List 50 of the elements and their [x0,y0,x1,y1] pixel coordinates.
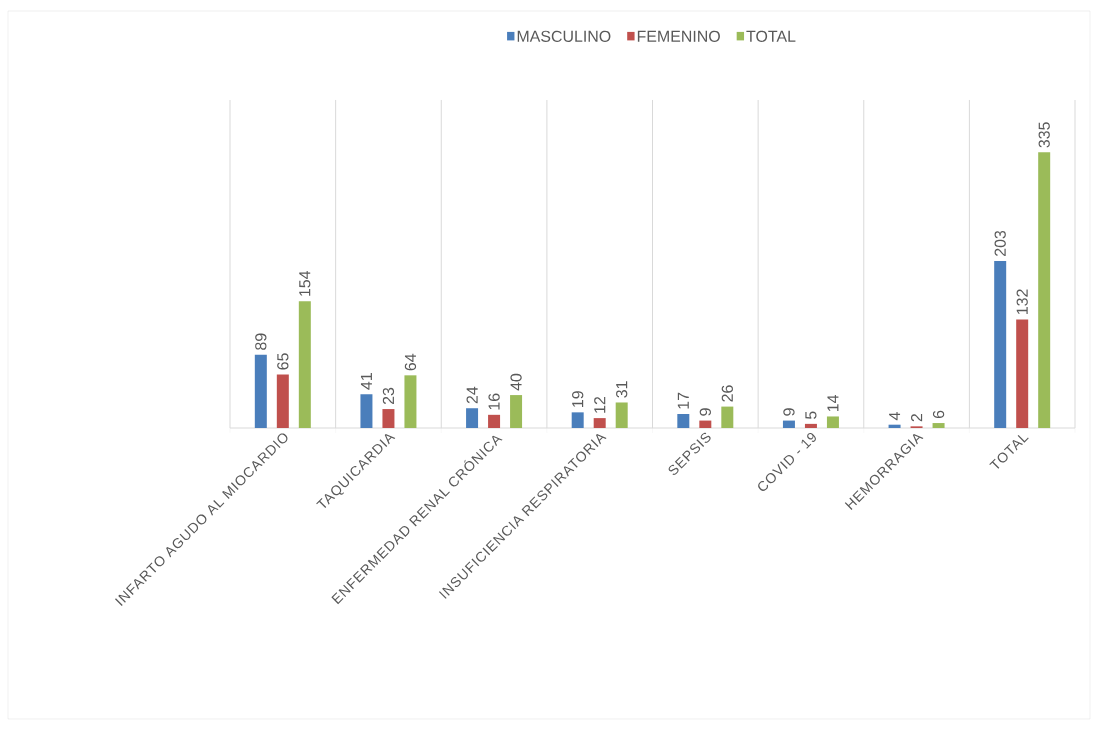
data-label: 14 [827,395,839,412]
data-label: 9 [699,408,711,416]
bar [699,420,712,428]
data-label: 203 [994,230,1006,256]
legend-label: FEMENINO [637,30,720,42]
bar [721,406,734,428]
data-label: 9 [783,408,795,416]
bar [276,374,289,428]
data-label: 335 [1038,122,1050,148]
bar [1038,152,1051,428]
data-label: 23 [382,387,395,405]
bar [510,395,523,428]
data-label: 4 [889,412,901,421]
bar [254,354,267,428]
data-label: 31 [616,381,628,398]
bar [404,375,417,428]
bar [677,414,690,428]
data-label: 17 [677,392,689,409]
bar [826,416,839,428]
bar [382,409,395,428]
data-label: 19 [572,391,584,407]
bar [932,423,945,428]
data-label: 64 [404,353,417,371]
bar [615,402,628,428]
bar [298,301,311,428]
data-label: 5 [805,411,817,420]
bar [571,412,584,428]
data-label: 132 [1016,289,1028,314]
data-label: 26 [721,385,733,402]
data-label: 16 [488,393,500,410]
data-label: 6 [932,410,945,419]
data-label: 154 [299,270,311,296]
bar [888,424,901,428]
data-label: 65 [277,353,289,370]
bar [994,260,1007,428]
data-label: 40 [510,373,522,391]
data-label: 89 [255,333,267,350]
data-label: 41 [360,373,372,390]
bar [1016,319,1029,428]
bar [466,408,479,428]
bar [782,420,795,428]
legend-label: TOTAL [746,30,796,42]
legend-label: MASCULINO [517,30,611,42]
bar [804,423,817,428]
data-label: 12 [594,396,606,413]
bar [360,394,373,428]
bar [488,414,501,428]
data-label: 24 [466,386,478,404]
bar [593,418,606,428]
data-label: 2 [911,414,923,422]
